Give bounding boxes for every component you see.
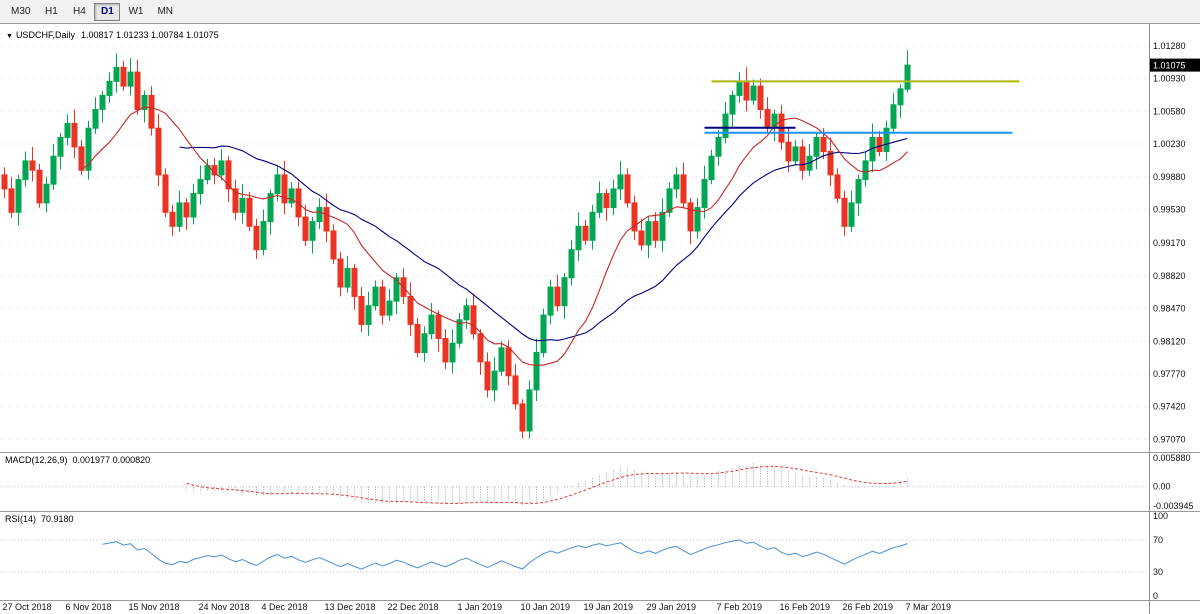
main-chart-panel: 1.01280 1.00930 1.00580 1.00230 0.99880 0.995… — [0, 24, 1200, 452]
svg-text:0.005880: 0.005880 — [1153, 453, 1191, 463]
svg-text:-0.003945: -0.003945 — [1153, 501, 1194, 511]
current-price-value: 1.01075 — [1153, 61, 1186, 71]
svg-text:30: 30 — [1153, 567, 1163, 577]
current-price-badge — [1150, 58, 1200, 72]
timeframe-button-m30[interactable]: M30 — [5, 3, 36, 21]
time-axis-label: 1 Jan 2019 — [457, 602, 503, 612]
time-axis-label: 6 Nov 2018 — [65, 602, 112, 612]
chart-symbol-label: USDCHF,Daily — [15, 30, 75, 40]
time-axis-label: 26 Feb 2019 — [842, 602, 894, 612]
time-axis-label: 29 Jan 2019 — [646, 602, 697, 612]
macd-panel-canvas[interactable]: 0.005880 0.00 -0.003945 — [0, 453, 1200, 511]
svg-text:0.98820: 0.98820 — [1153, 271, 1186, 281]
svg-text:1.01280: 1.01280 — [1153, 41, 1186, 51]
svg-text:0.99880: 0.99880 — [1153, 172, 1186, 182]
svg-text:1.00930: 1.00930 — [1153, 74, 1186, 84]
timeframe-button-h4[interactable]: H4 — [66, 3, 92, 21]
svg-text:0.97070: 0.97070 — [1153, 435, 1186, 445]
ma-fast-line — [81, 106, 908, 366]
time-axis-label: 22 Dec 2018 — [387, 602, 439, 612]
main-chart-canvas[interactable]: 1.01280 1.00930 1.00580 1.00230 0.99880 0.995… — [0, 24, 1200, 452]
svg-text:0.97770: 0.97770 — [1153, 369, 1186, 379]
time-axis-label: 15 Nov 2018 — [128, 602, 180, 612]
timeframe-button-mn[interactable]: MN — [151, 3, 179, 21]
macd-name: MACD(12,26,9) — [5, 455, 68, 465]
macd-histogram — [186, 463, 908, 506]
time-axis-label: 27 Oct 2018 — [2, 602, 52, 612]
price-axis-divider — [1149, 24, 1150, 614]
timeframe-toolbar: M30 H1 H4 D1 W1 MN — [0, 0, 1200, 24]
svg-text:70: 70 — [1153, 535, 1163, 545]
macd-panel: 0.005880 0.00 -0.003945 — [0, 452, 1200, 511]
one-click-trading-dropdown-icon[interactable]: ▼ — [6, 33, 13, 40]
svg-text:0.00: 0.00 — [1153, 482, 1171, 492]
macd-indicator-label: MACD(12,26,9) 0.001977 0.000820 — [5, 455, 150, 465]
svg-text:1.00580: 1.00580 — [1153, 106, 1186, 116]
time-axis-label: 24 Nov 2018 — [198, 602, 250, 612]
time-axis-label: 13 Dec 2018 — [324, 602, 376, 612]
rsi-value: 70.9180 — [41, 514, 74, 524]
ma-slow-line — [179, 137, 908, 342]
time-axis-label: 4 Dec 2018 — [261, 602, 308, 612]
time-axis-label: 16 Feb 2019 — [779, 602, 831, 612]
chart-ohlc-values: 1.00817 1.01233 1.00784 1.01075 — [80, 30, 219, 40]
time-axis-label: 7 Feb 2019 — [716, 602, 763, 612]
price-axis-labels: 1.01280 1.00930 1.00580 1.00230 0.99880 0.995… — [1153, 41, 1186, 445]
timeframe-button-h1[interactable]: H1 — [38, 3, 64, 21]
time-axis-label: 19 Jan 2019 — [583, 602, 634, 612]
svg-text:0.97420: 0.97420 — [1153, 402, 1186, 412]
timeframe-button-w1[interactable]: W1 — [122, 3, 149, 21]
time-axis-label: 10 Jan 2019 — [520, 602, 571, 612]
macd-signal-line — [186, 466, 908, 505]
svg-text:0.98120: 0.98120 — [1153, 336, 1186, 346]
time-axis-label: 7 Mar 2019 — [905, 602, 952, 612]
candles-layer — [1, 50, 911, 439]
rsi-name: RSI(14) — [5, 514, 37, 524]
macd-values: 0.001977 0.000820 — [72, 455, 151, 465]
svg-text:1.00230: 1.00230 — [1153, 139, 1186, 149]
rsi-panel-canvas[interactable]: 100 70 30 0 — [0, 512, 1200, 600]
svg-text:0.99530: 0.99530 — [1153, 205, 1186, 215]
svg-text:0: 0 — [1153, 591, 1158, 600]
rsi-panel: 100 70 30 0 — [0, 511, 1200, 600]
timeframe-button-d1[interactable]: D1 — [94, 2, 121, 21]
svg-text:0.98470: 0.98470 — [1153, 304, 1186, 314]
price-gridlines — [0, 45, 1149, 440]
rsi-indicator-label: RSI(14) 70.9180 — [5, 514, 74, 524]
svg-text:100: 100 — [1153, 512, 1168, 521]
rsi-line — [102, 539, 908, 570]
time-axis[interactable]: 27 Oct 2018 6 Nov 2018 15 Nov 2018 24 Nov 2… — [0, 600, 1200, 614]
chart-header: ▼ USDCHF,Daily 1.00817 1.01233 1.00784 1.0… — [6, 30, 219, 40]
svg-text:0.99170: 0.99170 — [1153, 238, 1186, 248]
